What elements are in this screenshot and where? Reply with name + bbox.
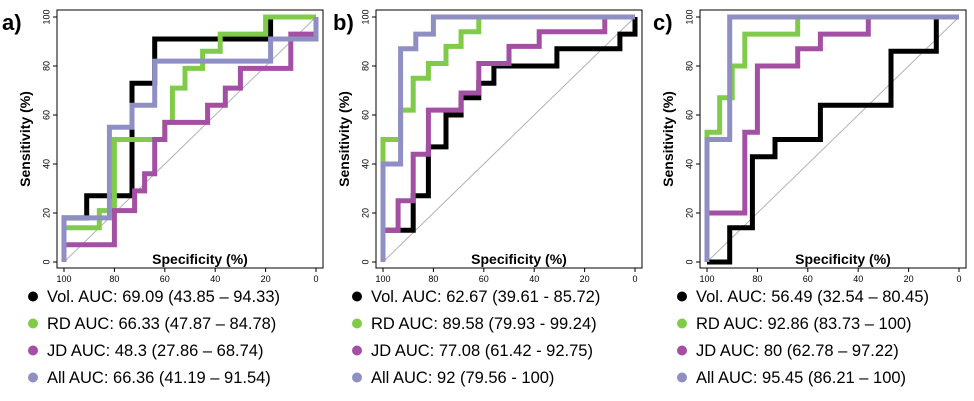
y-tick-label: 80 [41,61,51,71]
x-tick-label: 60 [479,274,489,284]
y-tick-label: 40 [360,159,370,169]
legend-marker [28,345,38,356]
x-tick-label: 60 [160,274,170,284]
diagonal-reference-line [706,16,960,263]
y-tick-label: 80 [360,61,370,71]
y-tick-label: 0 [360,259,370,264]
y-tick-label: 80 [684,61,694,71]
roc-curve-all [704,14,959,262]
legend-marker [677,318,687,329]
legend-marker [677,291,687,302]
legend-entry: All AUC: 66.36 (41.19 – 91.54) [47,369,271,387]
x-axis-title: Specificity (%) [471,251,567,267]
x-tick-label: 20 [580,274,590,284]
legend-entry: Vol. AUC: 62.67 (39.61 - 85.72) [371,288,600,306]
plot-frame [56,9,324,269]
x-tick-label: 0 [313,274,318,284]
legend-entry: RD AUC: 92.86 (83.73 – 100) [696,315,912,333]
panel-label: a) [2,10,22,35]
y-tick-label: 20 [360,208,370,218]
x-tick-label: 100 [375,274,390,284]
y-tick-label: 60 [41,110,51,120]
legend-marker [28,372,38,383]
legend-entry: All AUC: 95.45 (86.21 – 100) [696,369,906,387]
y-axis-title: Sensitivity (%) [336,91,352,187]
x-tick-label: 20 [904,274,914,284]
legend-marker [677,345,687,356]
legend-entry: All AUC: 92 (79.56 - 100) [371,369,554,387]
y-tick-label: 0 [684,259,694,264]
roc-curve-vol [380,17,638,262]
x-tick-label: 40 [853,274,863,284]
legend-marker [677,372,687,383]
legend-entry: RD AUC: 89.58 (79.93 - 99.24) [371,315,597,333]
y-tick-label: 20 [684,208,694,218]
y-tick-label: 60 [360,110,370,120]
diagonal-reference-line [382,16,636,263]
diagonal-reference-line [63,16,317,263]
legend-entry: JD AUC: 80 (62.78 – 97.22) [696,342,899,360]
legend-marker [28,318,38,329]
legend-marker [352,372,362,383]
x-tick-label: 60 [803,274,813,284]
x-axis-title: Specificity (%) [795,251,891,267]
y-tick-label: 100 [684,9,694,24]
legend-marker [352,318,362,329]
legend-marker [352,291,362,302]
x-tick-label: 40 [529,274,539,284]
roc-panel-1: a) 100 80 60 40 20 0 0 20 40 60 80 100 Specificity (%… [2,9,324,387]
plot-frame [699,9,967,269]
y-tick-label: 20 [41,208,51,218]
legend-marker [28,291,38,302]
x-axis-title: Specificity (%) [152,251,248,267]
roc-curve-jd [61,31,316,262]
legend-entry: Vol. AUC: 69.09 (43.85 – 94.33) [47,288,280,306]
roc-panel-3: c) 100 80 60 40 20 0 0 20 40 60 80 100 Specificity (%… [653,9,967,387]
legend-entry: JD AUC: 77.08 (61.42 - 92.75) [371,342,593,360]
x-tick-label: 0 [632,274,637,284]
y-axis-title: Sensitivity (%) [660,91,676,187]
y-tick-label: 40 [684,159,694,169]
y-tick-label: 60 [684,110,694,120]
y-tick-label: 100 [41,9,51,24]
y-tick-label: 0 [41,259,51,264]
panel-label: b) [333,10,354,35]
roc-curve-rd [61,14,316,262]
legend-entry: JD AUC: 48.3 (27.86 – 68.74) [47,342,263,360]
roc-panel-2: b) 100 80 60 40 20 0 0 20 40 60 80 100 Specificity (%… [333,9,643,387]
panel-label: c) [653,10,673,35]
x-tick-label: 0 [956,274,961,284]
x-tick-label: 100 [56,274,71,284]
plot-frame [375,9,643,269]
x-tick-label: 80 [428,274,438,284]
y-axis-title: Sensitivity (%) [17,91,33,187]
x-tick-label: 20 [261,274,271,284]
y-tick-label: 100 [360,9,370,24]
roc-curve-jd [380,14,635,262]
x-tick-label: 40 [210,274,220,284]
x-tick-label: 100 [699,274,714,284]
roc-curve-vol [707,14,959,265]
roc-curve-jd [704,14,959,262]
x-tick-label: 80 [109,274,119,284]
legend-entry: RD AUC: 66.33 (47.87 – 84.78) [47,315,276,333]
legend-entry: Vol. AUC: 56.49 (32.54 – 80.45) [696,288,929,306]
x-tick-label: 80 [752,274,762,284]
roc-curve-all [61,17,319,262]
y-tick-label: 40 [41,159,51,169]
roc-curve-all [380,14,635,262]
legend-marker [352,345,362,356]
